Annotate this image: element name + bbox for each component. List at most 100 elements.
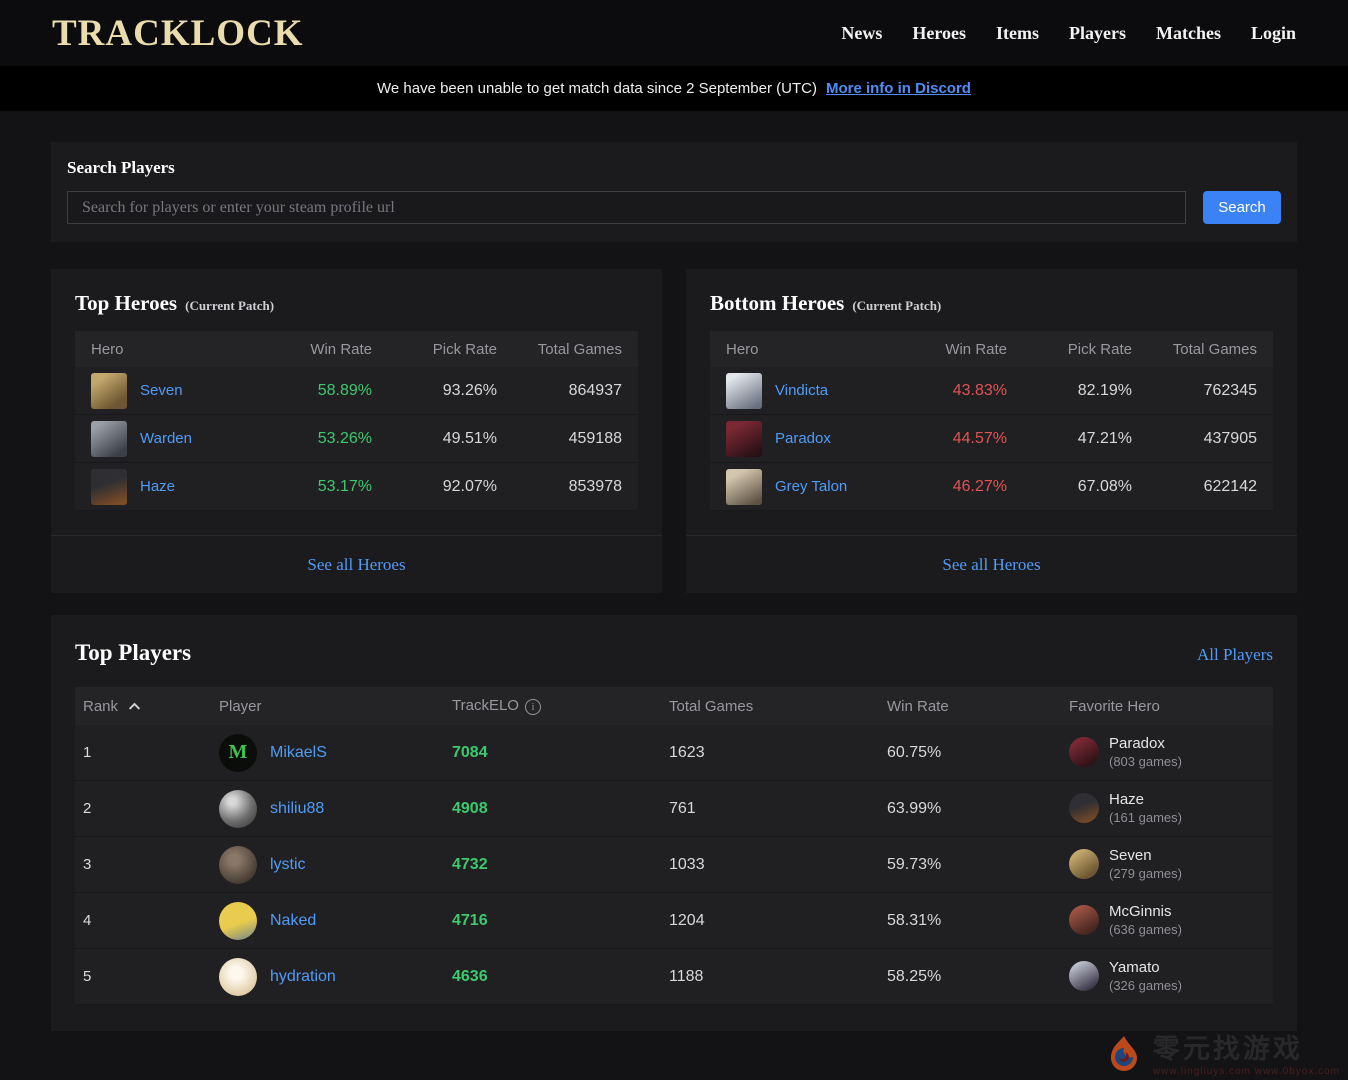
- hero-link-haze[interactable]: Haze: [140, 478, 176, 495]
- player-avatar: [219, 901, 257, 940]
- hero-link-paradox[interactable]: Paradox: [775, 430, 831, 447]
- hero-avatar-paradox: [726, 420, 762, 457]
- col-hero: Hero: [726, 340, 759, 358]
- top-heroes-table-header: Hero Win Rate Pick Rate Total Games: [75, 331, 638, 367]
- player-row: 4 Naked 4716 1204 58.31% McGinnis (636 g…: [75, 893, 1273, 949]
- favorite-hero-games: (803 games): [1109, 753, 1182, 769]
- top-players-head: Top Players All Players: [51, 640, 1297, 666]
- favorite-hero-name: Paradox: [1109, 735, 1165, 753]
- player-link[interactable]: lystic: [270, 855, 306, 873]
- win-rate-value: 63.99%: [887, 799, 942, 817]
- site-watermark: 零元找游戏 www.lingliuys.com www.0byox.com: [1103, 1034, 1340, 1078]
- player-row: 2 shiliu88 4908 761 63.99% Haze (161 gam…: [75, 781, 1273, 837]
- bottom-heroes-footer: See all Heroes: [686, 535, 1297, 593]
- favorite-hero-name: Haze: [1109, 791, 1145, 809]
- rank-value: 2: [83, 800, 92, 817]
- favorite-hero-games: (636 games): [1109, 921, 1182, 937]
- heroes-row: Top Heroes (Current Patch) Hero Win Rate…: [51, 269, 1297, 593]
- search-players-card: Search Players Search: [51, 142, 1297, 242]
- col-rank[interactable]: Rank: [83, 698, 219, 715]
- player-link[interactable]: hydration: [270, 967, 336, 985]
- hero-link-vindicta[interactable]: Vindicta: [775, 382, 829, 399]
- player-avatar: [219, 789, 257, 828]
- top-heroes-subtitle: (Current Patch): [185, 298, 275, 313]
- player-link[interactable]: shiliu88: [270, 799, 325, 817]
- bottom-heroes-table: Hero Win Rate Pick Rate Total Games Vind…: [710, 331, 1273, 511]
- trackelo-value: 4716: [452, 911, 488, 929]
- favorite-hero-name: McGinnis: [1109, 903, 1172, 921]
- player-avatar: [219, 957, 257, 996]
- total-games-value: 1623: [669, 743, 705, 761]
- win-rate-value: 53.17%: [317, 477, 372, 495]
- nav-heroes[interactable]: Heroes: [912, 22, 966, 43]
- top-heroes-title-wrap: Top Heroes (Current Patch): [51, 269, 662, 331]
- favorite-hero-games: (326 games): [1109, 977, 1182, 993]
- win-rate-value: 58.31%: [887, 911, 942, 929]
- hero-avatar-haze: [91, 468, 127, 505]
- col-win-rate: Win Rate: [945, 340, 1007, 358]
- trackelo-value: 4908: [452, 799, 488, 817]
- favorite-hero-games: (161 games): [1109, 809, 1182, 825]
- bottom-heroes-subtitle: (Current Patch): [852, 298, 942, 313]
- win-rate-value: 60.75%: [887, 743, 942, 761]
- nav-players[interactable]: Players: [1069, 22, 1126, 43]
- nav-news[interactable]: News: [841, 22, 883, 43]
- player-avatar: [219, 845, 257, 884]
- total-games-value: 1188: [669, 967, 704, 985]
- col-player: Player: [219, 697, 262, 715]
- win-rate-value: 46.27%: [952, 477, 1007, 495]
- main-nav: News Heroes Items Players Matches Login: [841, 23, 1296, 44]
- bottom-heroes-title-wrap: Bottom Heroes (Current Patch): [686, 269, 1297, 331]
- total-games-value: 761: [669, 799, 696, 817]
- all-players-link[interactable]: All Players: [1196, 645, 1273, 664]
- see-all-heroes-link[interactable]: See all Heroes: [942, 554, 1041, 574]
- total-games-value: 1204: [669, 911, 705, 929]
- win-rate-value: 59.73%: [887, 855, 942, 873]
- win-rate-value: 44.57%: [952, 429, 1007, 447]
- win-rate-value: 58.25%: [887, 967, 942, 985]
- trackelo-value: 7084: [452, 743, 488, 761]
- col-win-rate: Win Rate: [887, 697, 949, 715]
- banner-discord-link[interactable]: More info in Discord: [825, 80, 971, 97]
- nav-items[interactable]: Items: [996, 22, 1039, 43]
- rank-value: 4: [83, 912, 92, 929]
- table-row: Paradox 44.57% 47.21% 437905: [710, 415, 1273, 463]
- alert-banner: We have been unable to get match data si…: [0, 66, 1348, 111]
- info-icon[interactable]: i: [524, 699, 541, 716]
- rank-value: 3: [83, 856, 92, 873]
- player-avatar: M: [219, 733, 257, 772]
- hero-avatar-seven: [91, 372, 127, 409]
- total-games-value: 437905: [1203, 429, 1257, 447]
- hero-avatar-warden: [91, 420, 127, 457]
- see-all-heroes-link[interactable]: See all Heroes: [307, 554, 406, 574]
- table-row: Vindicta 43.83% 82.19% 762345: [710, 367, 1273, 415]
- pick-rate-value: 93.26%: [442, 381, 497, 399]
- nav-matches[interactable]: Matches: [1155, 22, 1221, 43]
- win-rate-value: 53.26%: [317, 429, 372, 447]
- pick-rate-value: 67.08%: [1077, 477, 1132, 495]
- nav-login[interactable]: Login: [1250, 22, 1296, 43]
- col-win-rate: Win Rate: [310, 340, 372, 358]
- hero-link-seven[interactable]: Seven: [140, 382, 183, 399]
- player-link[interactable]: Naked: [270, 911, 317, 929]
- favorite-hero-avatar-haze: [1069, 793, 1099, 824]
- trackelo-value: 4732: [452, 855, 488, 873]
- brand-logo[interactable]: TRACKLOCK: [52, 12, 304, 54]
- search-button[interactable]: Search: [1203, 191, 1281, 224]
- main-content: Search Players Search Top Heroes (Curren…: [0, 111, 1348, 1031]
- top-players-card: Top Players All Players Rank Player Trac…: [51, 615, 1297, 1031]
- player-row: 3 lystic 4732 1033 59.73% Seven (279 gam…: [75, 837, 1273, 893]
- total-games-value: 459188: [568, 429, 622, 447]
- search-input[interactable]: [67, 191, 1186, 224]
- hero-link-warden[interactable]: Warden: [140, 430, 192, 447]
- hero-avatar-grey-talon: [726, 468, 762, 505]
- pick-rate-value: 49.51%: [442, 429, 497, 447]
- rank-value: 5: [83, 968, 92, 985]
- hero-link-grey-talon[interactable]: Grey Talon: [775, 478, 848, 495]
- total-games-value: 864937: [568, 381, 622, 399]
- bottom-heroes-title: Bottom Heroes: [710, 291, 845, 315]
- player-link[interactable]: MikaelS: [270, 743, 327, 761]
- table-row: Haze 53.17% 92.07% 853978: [75, 463, 638, 511]
- bottom-heroes-card: Bottom Heroes (Current Patch) Hero Win R…: [686, 269, 1297, 593]
- favorite-hero-name: Yamato: [1109, 959, 1160, 977]
